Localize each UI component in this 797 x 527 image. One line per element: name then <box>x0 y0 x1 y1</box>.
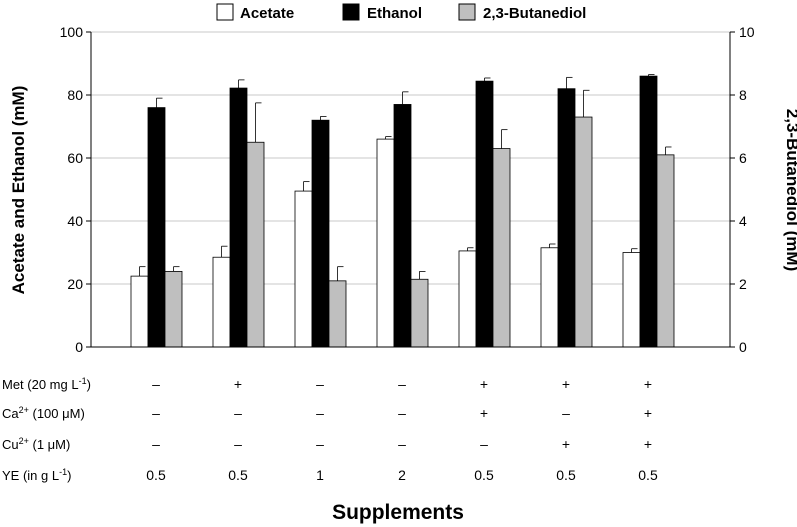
bar-acetate-2 <box>212 256 231 348</box>
left-tick-label-60: 60 <box>67 150 83 166</box>
bars-layer <box>130 74 675 348</box>
condition-label-cu: Cu2+ (1 μM) <box>2 436 70 452</box>
right-tick-label-2: 2 <box>739 276 747 292</box>
condition-value-ca-5: + <box>480 405 488 421</box>
bar-ethanol-7 <box>639 75 658 348</box>
bar-ethanol-4 <box>393 104 412 348</box>
condition-value-cu-5: – <box>480 436 488 452</box>
bar-ethanol-5 <box>475 80 494 348</box>
condition-value-met-1: – <box>152 376 160 392</box>
condition-value-cu-2: – <box>234 436 242 452</box>
bar-acetate-5 <box>458 250 477 348</box>
condition-value-ca-3: – <box>316 405 324 421</box>
condition-value-met-2: + <box>234 376 242 392</box>
bar-acetate-3 <box>294 190 313 348</box>
condition-value-met-4: – <box>398 376 406 392</box>
condition-value-ye-7: 0.5 <box>638 467 658 483</box>
bar-butanediol-5 <box>492 148 511 348</box>
right-tick-label-0: 0 <box>739 339 747 355</box>
legend-label-butanediol: 2,3-Butanediol <box>483 5 586 22</box>
axis-ticks: 0 20 40 60 80 100 0 2 4 6 8 10 <box>60 24 755 355</box>
condition-label-ca: Ca2+ (100 μM) <box>2 405 85 421</box>
bar-acetate-1 <box>130 275 149 348</box>
condition-value-ca-6: – <box>562 405 570 421</box>
bar-butanediol-7 <box>656 154 675 348</box>
right-tick-label-8: 8 <box>739 87 747 103</box>
condition-value-ca-7: + <box>644 405 652 421</box>
condition-value-ye-3: 1 <box>316 467 324 483</box>
bar-acetate-6 <box>540 247 559 348</box>
legend-swatch-butanediol <box>458 3 476 21</box>
bar-acetate-4 <box>376 138 395 348</box>
legend: Acetate Ethanol 2,3-Butanediol <box>216 3 586 22</box>
legend-label-acetate: Acetate <box>240 5 294 22</box>
bar-butanediol-2 <box>246 141 265 348</box>
legend-swatch-ethanol <box>342 3 360 21</box>
condition-value-ye-5: 0.5 <box>474 467 494 483</box>
condition-value-cu-7: + <box>644 436 652 452</box>
legend-label-ethanol: Ethanol <box>367 5 422 22</box>
axes <box>90 32 731 348</box>
condition-value-met-6: + <box>562 376 570 392</box>
left-tick-label-100: 100 <box>60 24 84 40</box>
bar-ethanol-3 <box>311 119 330 348</box>
condition-label-ye: YE (in g L-1) <box>2 467 71 483</box>
left-tick-label-80: 80 <box>67 87 83 103</box>
condition-value-cu-1: – <box>152 436 160 452</box>
condition-value-met-7: + <box>644 376 652 392</box>
condition-value-ca-4: – <box>398 405 406 421</box>
condition-value-ye-2: 0.5 <box>228 467 248 483</box>
condition-values: – + – – + + + – – – – + – + – – – – – + +0.5 0.5 1 2 0.5 0.5 0.5 <box>146 376 658 483</box>
condition-value-ca-1: – <box>152 405 160 421</box>
bar-butanediol-3 <box>328 280 347 348</box>
left-axis-title: Acetate and Ethanol (mM) <box>9 86 28 295</box>
left-tick-label-40: 40 <box>67 213 83 229</box>
condition-labels: Met (20 mg L-1) Ca2+ (100 μM) Cu2+ (1 μM… <box>2 376 91 483</box>
condition-value-ca-2: – <box>234 405 242 421</box>
condition-value-cu-6: + <box>562 436 570 452</box>
right-tick-label-6: 6 <box>739 150 747 166</box>
left-tick-label-20: 20 <box>67 276 83 292</box>
right-tick-label-10: 10 <box>739 24 755 40</box>
condition-value-ye-6: 0.5 <box>556 467 576 483</box>
condition-value-met-5: + <box>480 376 488 392</box>
condition-value-met-3: – <box>316 376 324 392</box>
condition-value-cu-3: – <box>316 436 324 452</box>
condition-value-ye-4: 2 <box>398 467 406 483</box>
condition-value-ye-1: 0.5 <box>146 467 166 483</box>
bar-ethanol-2 <box>229 87 248 348</box>
x-axis-title: Supplements <box>332 501 464 524</box>
legend-swatch-acetate <box>216 3 234 21</box>
bar-ethanol-1 <box>147 107 166 348</box>
bar-butanediol-6 <box>574 116 593 348</box>
bar-ethanol-6 <box>557 88 576 348</box>
bar-acetate-7 <box>622 252 641 348</box>
bar-butanediol-1 <box>164 270 183 348</box>
right-axis-title: 2,3-Butanediol (mM) <box>783 109 797 271</box>
condition-label-met: Met (20 mg L-1) <box>2 376 91 392</box>
left-tick-label-0: 0 <box>75 339 83 355</box>
right-tick-label-4: 4 <box>739 213 747 229</box>
bar-butanediol-4 <box>410 278 429 348</box>
condition-value-cu-4: – <box>398 436 406 452</box>
